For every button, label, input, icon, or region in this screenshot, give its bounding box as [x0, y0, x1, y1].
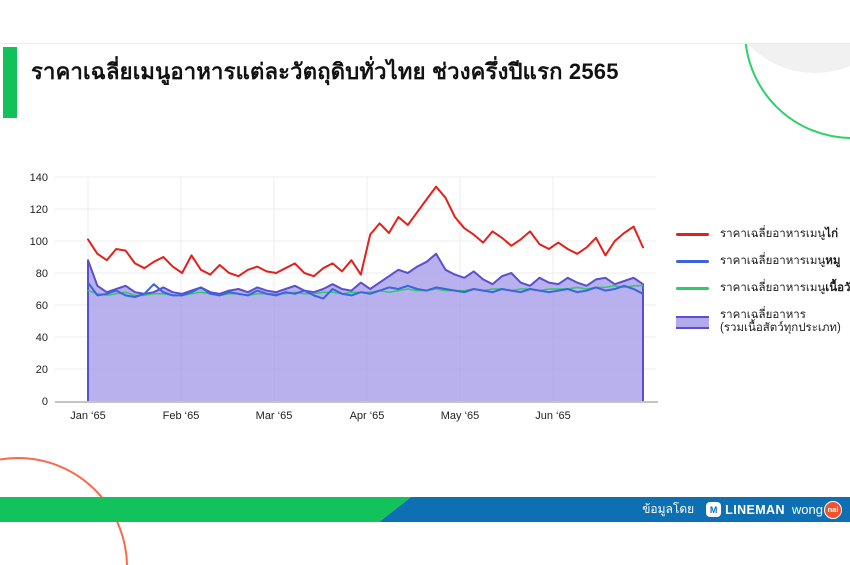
svg-text:Mar ‘65: Mar ‘65 — [256, 410, 293, 422]
decor-circle-green-outline — [744, 44, 850, 139]
svg-text:May ‘65: May ‘65 — [441, 410, 480, 422]
footer-blue-ribbon — [379, 497, 850, 522]
legend-item-all: ราคาเฉลี่ยอาหาร (รวมเนื้อสัตว์ทุกประเภท) — [676, 309, 844, 335]
svg-text:100: 100 — [30, 236, 48, 248]
legend-label-chicken: ราคาเฉลี่ยอาหารเมนู — [720, 228, 826, 240]
svg-text:Jan ‘65: Jan ‘65 — [70, 410, 105, 422]
svg-text:80: 80 — [36, 268, 48, 280]
lineman-logo-text: LINEMAN — [725, 502, 785, 517]
legend-item-pork: ราคาเฉลี่ยอาหารเมนูหมู — [676, 255, 844, 268]
svg-text:Apr ‘65: Apr ‘65 — [350, 410, 385, 422]
footer-content: ข้อมูลโดย M LINEMAN wong nai — [0, 497, 850, 522]
credit-label: ข้อมูลโดย — [642, 502, 695, 516]
svg-text:120: 120 — [30, 204, 48, 216]
pork-line-swatch — [676, 260, 709, 263]
wongnai-nai-icon: nai — [824, 500, 842, 519]
legend-label-all-line1: ราคาเฉลี่ยอาหาร — [720, 309, 806, 321]
legend-label-pork: ราคาเฉลี่ยอาหารเมนู — [720, 255, 826, 267]
title-accent-bar — [3, 47, 17, 118]
svg-text:Feb ‘65: Feb ‘65 — [163, 410, 200, 422]
svg-text:0: 0 — [42, 396, 48, 408]
legend-label-all-line2: (รวมเนื้อสัตว์ทุกประเภท) — [720, 322, 841, 334]
svg-text:Jun ‘65: Jun ‘65 — [535, 410, 570, 422]
legend-item-chicken: ราคาเฉลี่ยอาหารเมนูไก่ — [676, 228, 844, 241]
footer-ribbon — [0, 497, 850, 522]
chart-title: ราคาเฉลี่ยเมนูอาหารแต่ละวัตถุดิบทั่วไทย … — [31, 59, 619, 84]
footer-bar: ข้อมูลโดย M LINEMAN wong nai — [0, 497, 850, 522]
wongnai-logo-wong: wong — [791, 502, 823, 517]
infographic-card: ราคาเฉลี่ยเมนูอาหารแต่ละวัตถุดิบทั่วไทย … — [0, 43, 850, 565]
chart-legend: ราคาเฉลี่ยอาหารเมนูไก่ ราคาเฉลี่ยอาหารเม… — [676, 228, 850, 349]
svg-text:60: 60 — [36, 300, 48, 312]
footer-green-ribbon — [0, 497, 411, 522]
beef-line-swatch — [676, 287, 709, 290]
all-area-swatch — [676, 315, 709, 329]
chicken-line-swatch — [676, 233, 709, 236]
svg-text:40: 40 — [36, 332, 48, 344]
chart-area: 0 20 40 60 80 100 120 140 Jan ‘65 Feb ‘65 Mar ‘65 A… — [0, 166, 690, 436]
price-chart: 0 20 40 60 80 100 120 140 Jan ‘65 Feb ‘65 Mar ‘65 A… — [30, 172, 658, 422]
legend-item-beef: ราคาเฉลี่ยอาหารเมนูเนื้อวัว — [676, 282, 850, 295]
svg-text:140: 140 — [30, 172, 48, 184]
svg-text:20: 20 — [36, 364, 48, 376]
lineman-icon: M — [706, 502, 722, 517]
legend-label-beef: ราคาเฉลี่ยอาหารเมนู — [720, 282, 826, 294]
